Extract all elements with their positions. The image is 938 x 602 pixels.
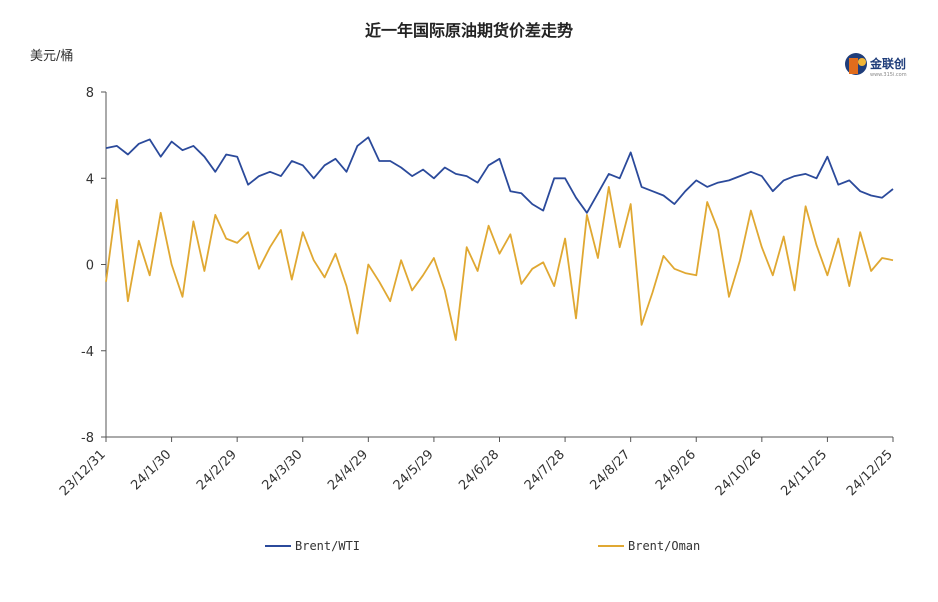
- logo-text: 金联创: [869, 56, 906, 71]
- x-tick-label: 24/3/30: [260, 447, 306, 493]
- x-tick-label: 24/12/25: [844, 447, 896, 499]
- x-tick-label: 24/2/29: [194, 447, 240, 493]
- chart-title: 近一年国际原油期货价差走势: [365, 21, 573, 40]
- x-tick-label: 24/8/27: [587, 447, 633, 493]
- y-axis-ticks: 8 4 0 -4 -8: [81, 86, 106, 446]
- legend-label: Brent/Oman: [628, 539, 700, 553]
- logo-subtext: www.315i.com: [870, 72, 907, 78]
- x-tick-label: 24/5/29: [391, 447, 437, 493]
- y-tick-label: 0: [86, 259, 94, 274]
- y-tick-label: -4: [81, 345, 94, 360]
- x-tick-label: 23/12/31: [57, 447, 109, 499]
- series-lines: [105, 136, 894, 341]
- x-tick-label: 24/4/29: [325, 447, 371, 493]
- x-tick-label: 24/7/28: [522, 447, 568, 493]
- legend: Brent/WTI Brent/Oman: [265, 539, 700, 553]
- y-tick-label: -8: [81, 431, 94, 446]
- x-tick-label: 24/6/28: [456, 447, 502, 493]
- series-line-brent-oman: [105, 185, 894, 341]
- x-tick-label: 24/11/25: [778, 447, 830, 499]
- legend-label: Brent/WTI: [295, 539, 360, 553]
- x-tick-label: 24/1/30: [128, 447, 174, 493]
- x-tick-label: 24/10/26: [713, 447, 765, 499]
- legend-item: Brent/WTI: [265, 539, 360, 553]
- x-axis-ticks: 23/12/31 24/1/30 24/2/29 24/3/30 24/4/29 24/5…: [57, 437, 896, 499]
- y-axis-unit-label: 美元/桶: [30, 49, 73, 64]
- logo-mark-icon: [845, 53, 867, 75]
- y-tick-label: 4: [86, 172, 94, 187]
- brand-logo: 金联创 www.315i.com: [845, 53, 907, 78]
- y-tick-label: 8: [86, 86, 94, 101]
- x-tick-label: 24/9/26: [653, 447, 699, 493]
- legend-item: Brent/Oman: [598, 539, 700, 553]
- series-line-brent-wti: [105, 136, 894, 214]
